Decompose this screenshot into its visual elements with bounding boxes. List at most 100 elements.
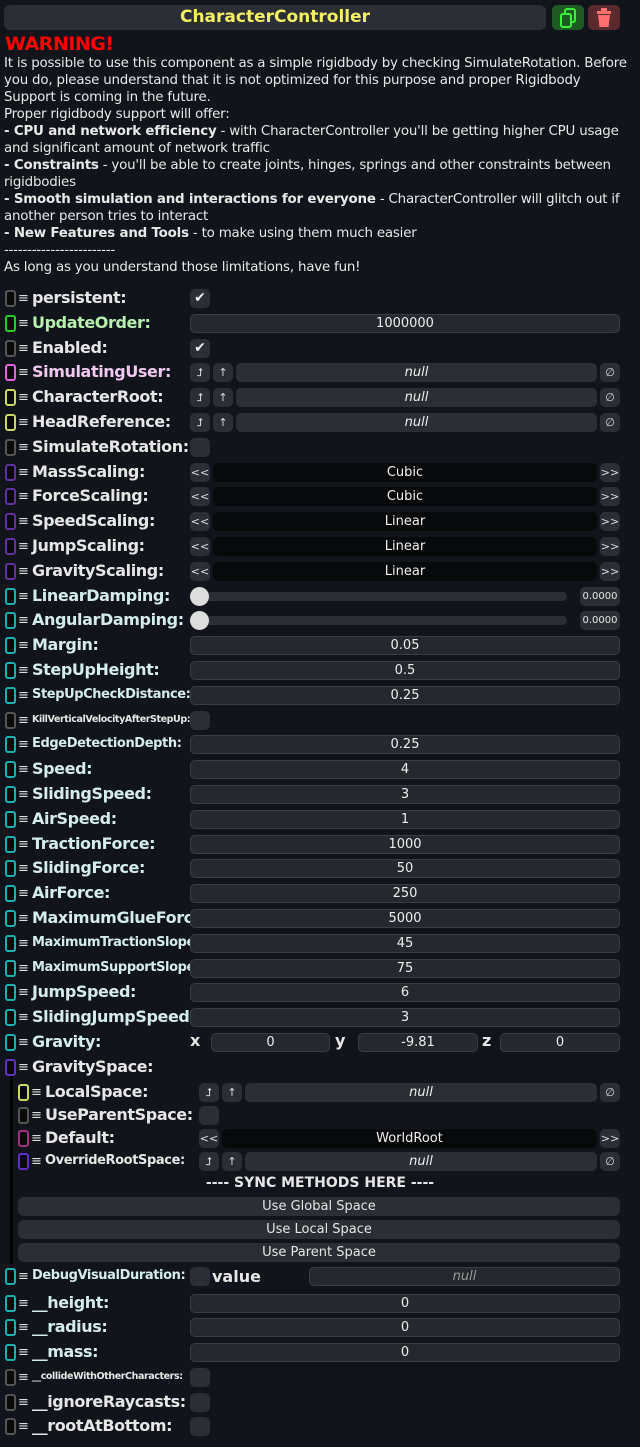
type-indicator[interactable] <box>5 537 16 555</box>
type-indicator[interactable] <box>5 959 16 977</box>
drag-handle-icon[interactable]: ≡ <box>18 712 29 728</box>
drag-handle-icon[interactable]: ≡ <box>18 737 29 753</box>
open-inspector-icon[interactable]: ↑ <box>213 388 233 408</box>
next-option-button[interactable]: >> <box>600 561 620 581</box>
open-inspector-icon[interactable]: ↑ <box>222 1151 242 1171</box>
type-indicator[interactable] <box>5 463 16 481</box>
reference-field[interactable]: null <box>236 388 597 408</box>
next-option-button[interactable]: >> <box>600 1128 620 1148</box>
drag-handle-icon[interactable]: ≡ <box>18 563 29 579</box>
previous-option-button[interactable]: << <box>199 1128 219 1148</box>
checkbox[interactable] <box>190 1367 210 1387</box>
number-input[interactable]: 0.5 <box>190 660 620 680</box>
uselocalspace-button[interactable]: Use Local Space <box>18 1219 620 1239</box>
drag-handle-icon[interactable]: ≡ <box>18 662 29 678</box>
type-indicator[interactable] <box>5 1319 16 1337</box>
slider-handle[interactable] <box>190 611 209 631</box>
checkbox[interactable] <box>190 1417 210 1437</box>
type-indicator[interactable] <box>18 1152 29 1170</box>
open-inspector-icon[interactable]: ↑ <box>213 363 233 383</box>
drag-handle-icon[interactable]: ≡ <box>18 390 29 406</box>
number-input[interactable]: 0.25 <box>190 685 620 705</box>
slider-track[interactable] <box>190 616 567 626</box>
number-input[interactable]: 45 <box>190 933 620 953</box>
value-input[interactable]: null <box>309 1266 620 1286</box>
type-indicator[interactable] <box>5 1368 16 1386</box>
drag-handle-icon[interactable]: ≡ <box>18 786 29 802</box>
slider-track[interactable] <box>190 591 567 601</box>
type-indicator[interactable] <box>5 810 16 828</box>
jump-to-reference-icon[interactable]: ⮥ <box>199 1151 219 1171</box>
vector-x-input[interactable]: 0 <box>211 1032 330 1052</box>
type-indicator[interactable] <box>5 1344 16 1362</box>
type-indicator[interactable] <box>5 637 16 655</box>
type-indicator[interactable] <box>5 438 16 456</box>
checkbox[interactable]: ✔ <box>190 289 210 308</box>
type-indicator[interactable] <box>5 513 16 531</box>
number-input[interactable]: 1000 <box>190 834 620 854</box>
drag-handle-icon[interactable]: ≡ <box>18 861 29 877</box>
vector-y-input[interactable]: -9.81 <box>358 1032 478 1052</box>
drag-handle-icon[interactable]: ≡ <box>18 291 29 306</box>
number-input[interactable]: 1000000 <box>190 313 620 333</box>
clear-reference-icon[interactable]: ∅ <box>600 412 620 432</box>
number-input[interactable]: 0 <box>190 1343 620 1363</box>
number-input[interactable]: 250 <box>190 884 620 904</box>
drag-handle-icon[interactable]: ≡ <box>18 811 29 827</box>
type-indicator[interactable] <box>5 1033 16 1051</box>
clear-reference-icon[interactable]: ∅ <box>600 363 620 383</box>
type-indicator[interactable] <box>5 389 16 407</box>
type-indicator[interactable] <box>5 934 16 952</box>
number-input[interactable]: 4 <box>190 760 620 780</box>
type-indicator[interactable] <box>5 1009 16 1027</box>
checkbox[interactable] <box>190 710 210 730</box>
number-input[interactable]: 3 <box>190 784 620 804</box>
drag-handle-icon[interactable]: ≡ <box>31 1153 42 1169</box>
jump-to-reference-icon[interactable]: ⮥ <box>190 363 210 383</box>
drag-handle-icon[interactable]: ≡ <box>18 538 29 554</box>
type-indicator[interactable] <box>5 1058 16 1076</box>
has-value-checkbox[interactable] <box>190 1266 210 1286</box>
previous-option-button[interactable]: << <box>190 512 210 532</box>
type-indicator[interactable] <box>5 488 16 506</box>
drag-handle-icon[interactable]: ≡ <box>18 1394 29 1410</box>
number-input[interactable]: 0.05 <box>190 636 620 656</box>
type-indicator[interactable] <box>18 1129 29 1147</box>
drag-handle-icon[interactable]: ≡ <box>18 365 29 381</box>
drag-handle-icon[interactable]: ≡ <box>31 1130 42 1146</box>
reference-field[interactable]: null <box>236 412 597 432</box>
type-indicator[interactable] <box>5 1418 16 1436</box>
clear-reference-icon[interactable]: ∅ <box>600 388 620 408</box>
previous-option-button[interactable]: << <box>190 536 210 556</box>
drag-handle-icon[interactable]: ≡ <box>18 1295 29 1311</box>
open-inspector-icon[interactable]: ↑ <box>213 412 233 432</box>
number-input[interactable]: 50 <box>190 859 620 879</box>
slider-handle[interactable] <box>190 586 209 606</box>
type-indicator[interactable] <box>5 1393 16 1411</box>
type-indicator[interactable] <box>5 314 16 332</box>
reference-field[interactable]: null <box>245 1082 597 1102</box>
drag-handle-icon[interactable]: ≡ <box>18 836 29 852</box>
drag-handle-icon[interactable]: ≡ <box>18 1345 29 1361</box>
number-input[interactable]: 6 <box>190 983 620 1003</box>
next-option-button[interactable]: >> <box>600 536 620 556</box>
drag-handle-icon[interactable]: ≡ <box>18 960 29 976</box>
type-indicator[interactable] <box>5 835 16 853</box>
jump-to-reference-icon[interactable]: ⮥ <box>190 412 210 432</box>
type-indicator[interactable] <box>5 339 16 357</box>
drag-handle-icon[interactable]: ≡ <box>18 588 29 604</box>
reference-field[interactable]: null <box>245 1151 597 1171</box>
checkbox[interactable]: ✔ <box>190 338 210 358</box>
drag-handle-icon[interactable]: ≡ <box>31 1107 42 1123</box>
drag-handle-icon[interactable]: ≡ <box>18 464 29 480</box>
slider-value[interactable]: 0.0000 <box>580 586 620 606</box>
type-indicator[interactable] <box>5 1267 16 1285</box>
previous-option-button[interactable]: << <box>190 462 210 482</box>
next-option-button[interactable]: >> <box>600 487 620 507</box>
number-input[interactable]: 0.25 <box>190 735 620 755</box>
type-indicator[interactable] <box>5 711 16 729</box>
number-input[interactable]: 5000 <box>190 908 620 928</box>
drag-handle-icon[interactable]: ≡ <box>18 613 29 629</box>
drag-handle-icon[interactable]: ≡ <box>18 762 29 778</box>
useglobalspace-button[interactable]: Use Global Space <box>18 1196 620 1216</box>
